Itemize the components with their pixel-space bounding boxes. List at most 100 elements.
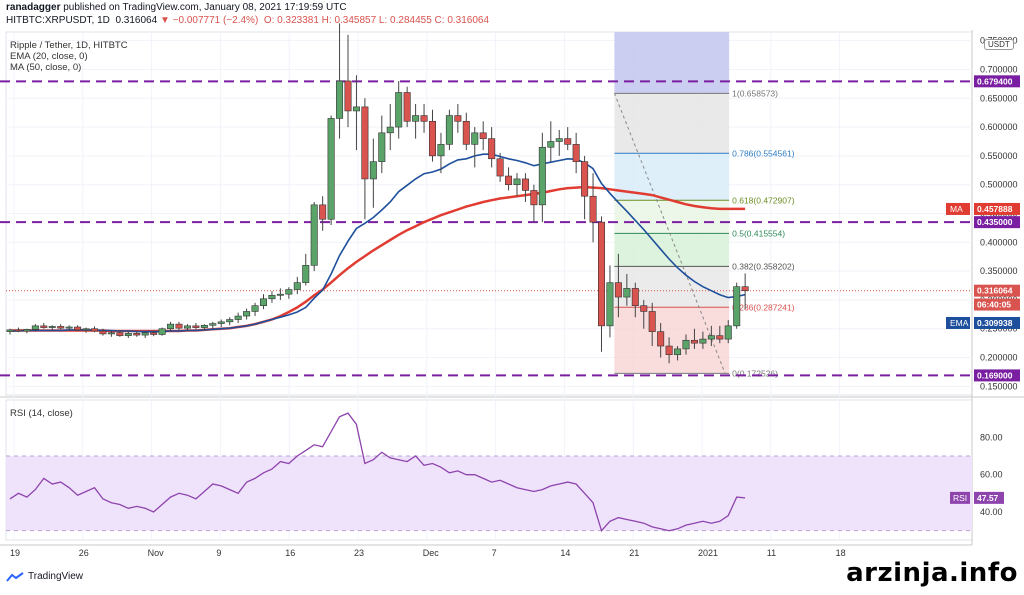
candle <box>14 327 22 333</box>
candle-body <box>48 326 56 328</box>
candle-body <box>217 321 225 324</box>
fib-label-0.382: 0.382(0.358202) <box>732 261 795 271</box>
candle-body <box>352 106 360 112</box>
candle-body <box>268 295 276 300</box>
candle <box>674 346 682 361</box>
ohlc-line: HITBTC:XRPUSDT, 1D 0.316064 ▼ −0.007771 … <box>6 15 489 26</box>
candle <box>479 121 487 151</box>
price-tag <box>974 75 1020 88</box>
candle <box>268 291 276 303</box>
candle-body <box>412 115 420 122</box>
rsi-tick-label: 80.00 <box>980 432 1003 442</box>
candle <box>657 322 665 358</box>
symbol-label: HITBTC:XRPUSDT, 1D <box>6 15 110 26</box>
candle <box>707 325 715 347</box>
candle <box>192 322 200 330</box>
down-arrow-icon: ▼ <box>159 15 170 26</box>
candle-body <box>623 288 631 298</box>
candle-body <box>158 328 166 335</box>
change-value: −0.007771 (−2.4%) <box>172 15 259 26</box>
fib-label-1: 1(0.658573) <box>732 88 778 98</box>
candle <box>31 324 39 332</box>
time-tick-label: 26 <box>79 548 89 558</box>
time-tick-label: 23 <box>354 548 364 558</box>
currency-badge[interactable]: USDT <box>984 39 1014 50</box>
candle <box>496 153 504 182</box>
candle-body <box>243 311 251 317</box>
candle-body <box>589 195 597 223</box>
candle-body <box>183 325 191 329</box>
candle <box>327 115 335 226</box>
candle-body <box>141 332 149 336</box>
tradingview-logo[interactable]: TradingView <box>6 571 83 582</box>
candle-body <box>107 332 115 335</box>
candle <box>395 80 403 139</box>
candle <box>699 331 707 349</box>
candle <box>82 327 90 333</box>
price-tag-label: 0.457888 <box>977 204 1013 214</box>
price-tag-label: 06:40:05 <box>977 300 1011 310</box>
legend-ema[interactable]: EMA (20, close, 0) <box>10 51 88 62</box>
time-tick-label: 2021 <box>698 548 718 558</box>
candle-body <box>707 335 715 340</box>
candle <box>133 331 141 337</box>
candle <box>361 98 369 220</box>
candle <box>209 321 217 329</box>
candle <box>606 265 614 338</box>
candle <box>488 127 496 168</box>
candle <box>124 331 132 338</box>
candle <box>319 196 327 231</box>
candle-body <box>665 345 673 355</box>
time-tick-label: 19 <box>10 548 20 558</box>
candle-body <box>496 158 504 177</box>
candle-body <box>724 325 732 340</box>
rsi-legend[interactable]: RSI (14, close) <box>10 408 73 419</box>
candle-body <box>521 178 529 191</box>
candle-body <box>614 282 622 298</box>
rsi-line <box>9 412 746 532</box>
candle <box>614 253 622 318</box>
fib-zone-0.236 <box>614 307 730 374</box>
author-link[interactable]: ranadagger <box>6 2 61 13</box>
legend-ma[interactable]: MA (50, close, 0) <box>10 62 82 73</box>
fib-label-0: 0(0.172526) <box>732 368 778 378</box>
candle <box>293 276 301 295</box>
candle-body <box>488 138 496 160</box>
candle <box>690 328 698 349</box>
candle <box>521 173 529 202</box>
price-tick-label: 0.500000 <box>980 180 1018 190</box>
price-tick-label: 0.550000 <box>980 151 1018 161</box>
candle-body <box>200 324 208 328</box>
candle <box>724 320 732 344</box>
candle <box>454 104 462 133</box>
candle-body <box>310 204 318 266</box>
candle <box>57 324 65 330</box>
candle <box>733 282 741 329</box>
candle <box>40 322 48 329</box>
candle-body <box>327 118 335 220</box>
candle-body <box>251 305 259 312</box>
candle <box>589 173 597 243</box>
candle <box>445 109 453 151</box>
candle-body <box>175 323 183 329</box>
candle-body <box>530 190 538 206</box>
candle-body <box>293 282 301 290</box>
candle <box>462 112 470 151</box>
candle-body <box>395 92 403 128</box>
candle-body <box>640 305 648 312</box>
candle <box>564 127 572 151</box>
candle <box>437 132 445 174</box>
candle-body <box>547 141 555 148</box>
price-tag <box>974 369 1020 382</box>
candle-body <box>276 293 284 296</box>
candle-body <box>40 325 48 328</box>
candle <box>352 75 360 151</box>
price-tick-label: 0.600000 <box>980 122 1018 132</box>
price-tag-prefix <box>946 202 970 215</box>
candle-body <box>65 326 73 329</box>
price-tag-label: 0.169000 <box>977 370 1013 380</box>
candle-body <box>462 121 470 145</box>
ohlc-values: O: 0.323381 H: 0.345857 L: 0.284455 C: 0… <box>263 15 490 26</box>
candle <box>665 337 673 364</box>
